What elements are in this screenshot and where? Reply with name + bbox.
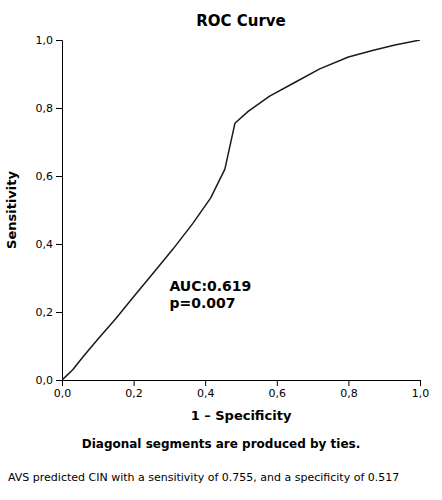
roc-line [62, 40, 420, 380]
tick-label: 1,0 [36, 34, 54, 47]
tick-mark [277, 380, 278, 386]
tick: 0,6 [36, 170, 63, 183]
tick: 0,0 [54, 380, 72, 400]
tick-mark [420, 380, 421, 386]
tick-mark [56, 108, 62, 109]
tick: 1,0 [36, 34, 63, 47]
tick-label: 0,0 [36, 374, 54, 387]
axis-line [56, 41, 63, 381]
tick: 1,0 [412, 380, 430, 400]
tick: 0,2 [125, 380, 143, 400]
tick-mark [348, 380, 349, 386]
annotation: AUC:0.619p=0.007 [169, 278, 251, 311]
y-axis: 0,0 0,2 0,4 0,6 0,8 1,0 [36, 34, 63, 387]
tick-label: 0,6 [269, 387, 287, 400]
tick: 0,6 [269, 380, 287, 400]
series [62, 40, 420, 380]
tick-mark [56, 40, 62, 41]
tick-label: 0,2 [125, 387, 143, 400]
tick-label: 0,4 [36, 238, 54, 251]
tick-label: 0,0 [54, 387, 72, 400]
tick-label: 0,4 [197, 387, 215, 400]
tick-label: 0,6 [36, 170, 54, 183]
tick-label: 0,8 [36, 102, 54, 115]
tick-label: 0,2 [36, 306, 54, 319]
tick: 0,0 [36, 374, 63, 387]
tick: 0,8 [340, 380, 358, 400]
y-axis-label: Sensitivity [4, 171, 19, 249]
tick: 0,2 [36, 306, 63, 319]
tick-mark [56, 244, 62, 245]
tick: 0,8 [36, 102, 63, 115]
tick-mark [56, 312, 62, 313]
tick: 0,4 [36, 238, 63, 251]
tick-label: 0,8 [340, 387, 358, 400]
title: ROC Curve [196, 12, 286, 30]
plot-area: 0,0 0,2 0,4 0,6 0,8 1,0 0,0 0,2 0,4 0,6 0,8 1,0 [36, 34, 430, 400]
tick: 0,4 [197, 380, 215, 400]
axis-line [63, 381, 421, 387]
annotation-line: AUC:0.619 [169, 278, 251, 294]
annotation-line: p=0.007 [169, 295, 235, 311]
tick-mark [56, 380, 62, 381]
tick-mark [134, 380, 135, 386]
tick-mark [205, 380, 206, 386]
footer-text: AVS predicted CIN with a sensitivity of … [8, 471, 399, 484]
x-axis-label: 1 – Specificity [191, 408, 292, 423]
x-axis: 0,0 0,2 0,4 0,6 0,8 1,0 [54, 380, 430, 400]
tick-label: 1,0 [412, 387, 430, 400]
chart: 0,0 0,2 0,4 0,6 0,8 1,0 0,0 0,2 0,4 0,6 0,8 1,0 ROC … [0, 0, 442, 500]
tick-mark [56, 176, 62, 177]
footer-text: Diagonal segments are produced by ties. [82, 437, 361, 451]
